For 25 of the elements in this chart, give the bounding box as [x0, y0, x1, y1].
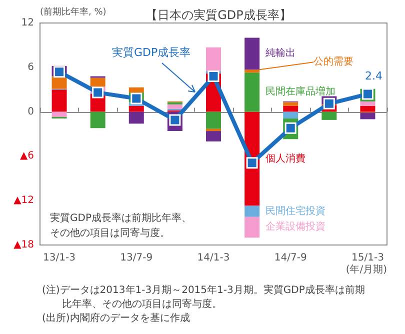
y-tick-label: ▲12 — [14, 195, 34, 206]
series-label: 純輸出 — [266, 47, 296, 60]
text: 公的需要 — [314, 56, 354, 68]
y-tick-label: 6 — [28, 62, 34, 73]
y-tick-label: ▲6 — [20, 150, 34, 162]
series-label: 民間住宅投資 — [266, 204, 326, 217]
series-label: 企業設備投資 — [266, 220, 326, 233]
x-tick-label: 14/1-3 — [197, 252, 230, 264]
text: (出所)内閣府のデータを基に作成 — [42, 312, 191, 326]
y-tick-label: ▲18 — [14, 240, 34, 250]
y-tick-label: 12 — [21, 18, 34, 28]
x-axis-title: (年/月期) — [346, 264, 388, 276]
x-tick-label: 13/1-3 — [43, 252, 76, 264]
series-label: 個人消費 — [266, 152, 306, 164]
y-axis-title: (前期比年率, %) — [40, 6, 106, 18]
data-label: 2.4 — [364, 69, 382, 82]
x-tick-label: 13/7-9 — [120, 252, 153, 264]
annotation: 実質GDP成長率は前期比年率、その他の項目は同寄与度。 — [50, 212, 192, 241]
y-tick-label: 0 — [28, 106, 34, 118]
text: (注)データは2013年1-3月期～2015年1-3月期。実質GDP成長率は前期比年率、その他の項目は同寄与度。 — [42, 284, 366, 312]
series-label: 実質GDP成長率 — [112, 46, 191, 59]
series-label: 民間在庫品増加 — [266, 86, 336, 98]
x-tick-label: 14/7-9 — [274, 252, 307, 264]
chart-title: 【日本の実質GDP成長率】 — [146, 8, 292, 22]
x-tick-label: 15/1-3 — [352, 252, 384, 264]
